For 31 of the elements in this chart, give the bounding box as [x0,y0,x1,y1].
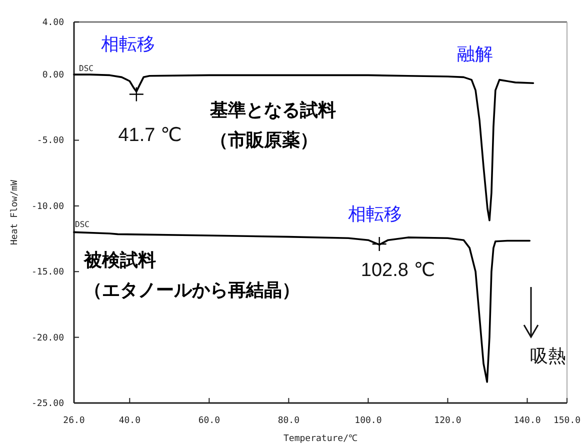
annotation: DSC [79,64,94,73]
y-tick-label: -10.00 [31,202,64,212]
line-series [73,231,531,383]
annotation: 102.8 ℃ [360,260,436,281]
y-tick-label: -5.00 [36,136,64,146]
y-tick-label: -20.00 [31,333,64,344]
x-tick-label: 40.0 [118,416,141,426]
y-axis-title: Heat Flow/mW [10,179,20,246]
annotation: 被検試料 [83,250,156,270]
y-tick-label: -15.00 [31,268,64,278]
y-tick-label: 4.00 [42,18,64,28]
annotation: （市販原薬） [210,130,318,150]
annotation: 融解 [457,44,493,64]
x-tick-label: 80.0 [278,416,300,426]
x-tick-label: 140.0 [514,416,541,426]
annotation: （エタノールから再結晶） [84,280,300,300]
annotation: 吸熱 [530,346,566,366]
annotation: 基準となる試料 [209,100,336,120]
x-tick-label: 26.0 [63,416,85,426]
annotation: 相転移 [348,204,402,224]
x-tick-label: 120.0 [434,416,462,426]
x-tick-label: 60.0 [198,416,220,426]
y-tick-label: -25.00 [31,399,64,409]
x-axis-title: Temperature/℃ [283,434,358,444]
annotation: 相転移 [101,34,155,54]
x-tick-label: 150.0 [553,416,581,426]
annotation: 41.7 ℃ [118,125,182,146]
annotation: DSC [75,220,90,229]
y-tick-label: 0.00 [42,70,64,81]
line-series [73,74,534,222]
x-tick-label: 100.0 [354,416,382,426]
